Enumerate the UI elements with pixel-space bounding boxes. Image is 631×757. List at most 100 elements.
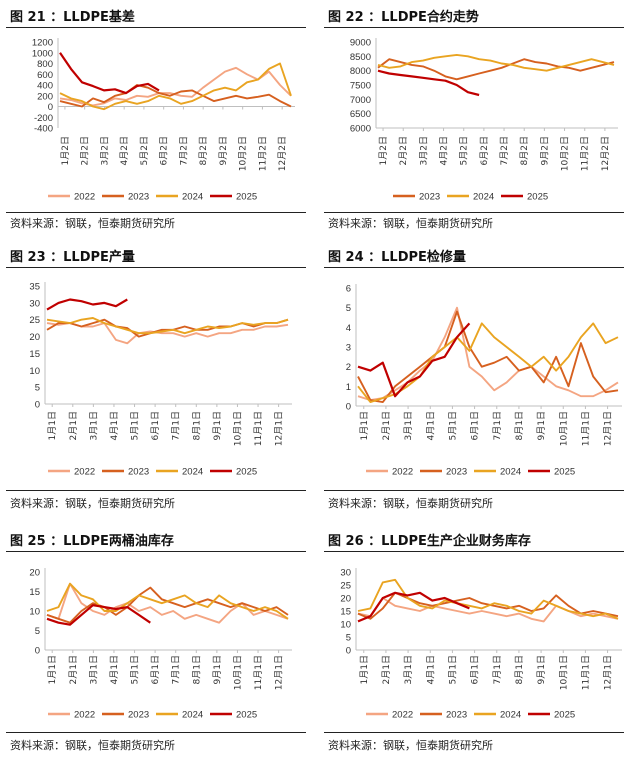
y-tick-label: 0 <box>346 646 351 657</box>
y-tick-label: 6500 <box>350 109 371 120</box>
source-divider <box>324 212 624 213</box>
x-tick-label: 7月2日 <box>178 136 189 165</box>
x-tick-label: 6月1日 <box>470 655 481 684</box>
y-tick-label: 7500 <box>350 81 371 92</box>
y-tick-label: 7000 <box>350 95 371 106</box>
x-tick-label: 9月1日 <box>212 411 223 440</box>
chart-fig24: 0 1 2 3 4 5 6 1月1日 2月1日 3月1日 4月1日 5月1日 6月1日 7月1日 8月1日 9… <box>346 284 622 478</box>
x-tick-label: 4月2日 <box>439 136 450 165</box>
x-tick-label: 2月2日 <box>80 136 91 165</box>
title-divider <box>6 551 306 552</box>
legend-label-2022: 2022 <box>74 192 95 203</box>
x-tick-label: 11月1日 <box>253 655 264 690</box>
chart-title-fig21: 图 21 ：LLDPE基差 <box>10 10 135 25</box>
source-divider <box>6 490 306 491</box>
source-divider <box>324 732 624 733</box>
panel-fig22: 图 22 ：LLDPE合约走势 6000 6500 7000 7500 8000 8500… <box>318 0 630 250</box>
x-tick-label: 10月2日 <box>560 136 571 171</box>
x-tick-label: 9月2日 <box>218 136 229 165</box>
x-tick-label: 5月1日 <box>130 411 141 440</box>
y-tick-label: 400 <box>37 81 53 92</box>
x-tick-label: 9月2日 <box>539 136 550 165</box>
x-tick-label: 4月1日 <box>109 411 120 440</box>
legend-label-2025: 2025 <box>236 710 257 721</box>
y-tick-label: 35 <box>29 282 40 293</box>
y-tick-label: 3 <box>346 343 351 354</box>
legend-label-2024: 2024 <box>500 710 521 721</box>
x-tick-label: 12月2日 <box>600 136 611 171</box>
x-tick-label: 3月2日 <box>99 136 110 165</box>
y-tick-label: -400 <box>34 124 53 135</box>
y-tick-label: 0 <box>48 102 53 113</box>
x-tick-label: 12月2日 <box>277 136 288 171</box>
x-tick-label: 4月1日 <box>109 655 120 684</box>
series-line-2024 <box>357 578 619 620</box>
y-tick-label: 15 <box>29 587 40 598</box>
y-tick-label: 30 <box>29 298 40 309</box>
x-tick-label: 6月1日 <box>150 411 161 440</box>
source-divider <box>6 732 306 733</box>
chart-title-fig24: 图 24 ：LLDPE检修量 <box>328 250 466 265</box>
x-tick-label: 11月1日 <box>580 411 591 446</box>
x-tick-label: 6月2日 <box>159 136 170 165</box>
legend-label-2023: 2023 <box>128 192 149 203</box>
x-tick-label: 2月1日 <box>381 411 392 440</box>
y-tick-label: 5 <box>35 383 40 394</box>
x-tick-label: 11月1日 <box>580 655 591 690</box>
x-tick-label: 8月1日 <box>514 655 525 684</box>
x-tick-label: 8月1日 <box>191 411 202 440</box>
y-tick-label: 30 <box>340 568 351 579</box>
x-tick-label: 7月2日 <box>499 136 510 165</box>
legend-label-2024: 2024 <box>182 467 203 478</box>
y-tick-label: 0 <box>35 400 40 411</box>
series-line-2022 <box>357 597 619 623</box>
x-tick-label: 10月1日 <box>232 655 243 690</box>
x-tick-label: 12月1日 <box>274 411 285 446</box>
x-tick-label: 7月1日 <box>492 655 503 684</box>
panel-fig25: 图 25 ：LLDPE两桶油库存 0 5 10 15 20 1月1日 2月1日 3月1日 4月1… <box>0 524 312 757</box>
x-tick-label: 7月1日 <box>492 411 503 440</box>
chart-fig22: 6000 6500 7000 7500 8000 8500 9000 1月2日 2月2日 3月2日… <box>350 38 618 203</box>
x-tick-label: 10月1日 <box>558 655 569 690</box>
x-tick-label: 1月1日 <box>359 655 370 684</box>
chart-title-fig25: 图 25 ：LLDPE两桶油库存 <box>10 534 174 549</box>
x-tick-label: 6月2日 <box>479 136 490 165</box>
panel-fig21: 图 21 ：LLDPE基差 -400 -200 0 200 400 600 800 1000 1… <box>0 0 312 250</box>
series-line-2024 <box>46 582 289 620</box>
x-tick-label: 1月1日 <box>359 411 370 440</box>
series-line-2022 <box>46 582 289 624</box>
x-tick-label: 6月1日 <box>470 411 481 440</box>
x-tick-label: 1月2日 <box>60 136 71 165</box>
x-tick-label: 5月1日 <box>447 411 458 440</box>
series-line-2022 <box>357 306 619 402</box>
x-tick-label: 9月1日 <box>536 655 547 684</box>
series-line-2025 <box>46 298 128 311</box>
series-line-2024 <box>377 53 615 72</box>
y-tick-label: 1 <box>346 382 351 393</box>
x-tick-label: 1月1日 <box>47 655 58 684</box>
x-tick-label: 11月1日 <box>253 411 264 446</box>
y-tick-label: 2 <box>346 362 351 373</box>
x-tick-label: 12月1日 <box>603 655 614 690</box>
x-tick-label: 6月1日 <box>150 655 161 684</box>
x-tick-label: 3月1日 <box>403 411 414 440</box>
x-tick-label: 9月1日 <box>212 655 223 684</box>
x-tick-label: 1月1日 <box>47 411 58 440</box>
y-tick-label: 6000 <box>350 124 371 135</box>
chart-title-fig23: 图 23 ：LLDPE产量 <box>10 250 135 265</box>
x-tick-label: 8月1日 <box>514 411 525 440</box>
series-line-2025 <box>59 52 160 95</box>
y-tick-label: 25 <box>340 581 351 592</box>
series-line-2025 <box>357 591 470 623</box>
y-tick-label: 1000 <box>32 48 53 59</box>
title-divider <box>6 267 306 268</box>
legend-label-2025: 2025 <box>236 467 257 478</box>
x-tick-label: 12月1日 <box>274 655 285 690</box>
legend-label-2023: 2023 <box>446 467 467 478</box>
x-tick-label: 5月2日 <box>139 136 150 165</box>
y-tick-label: 9000 <box>350 38 371 49</box>
y-tick-label: 15 <box>340 607 351 618</box>
y-tick-label: 800 <box>37 59 53 70</box>
